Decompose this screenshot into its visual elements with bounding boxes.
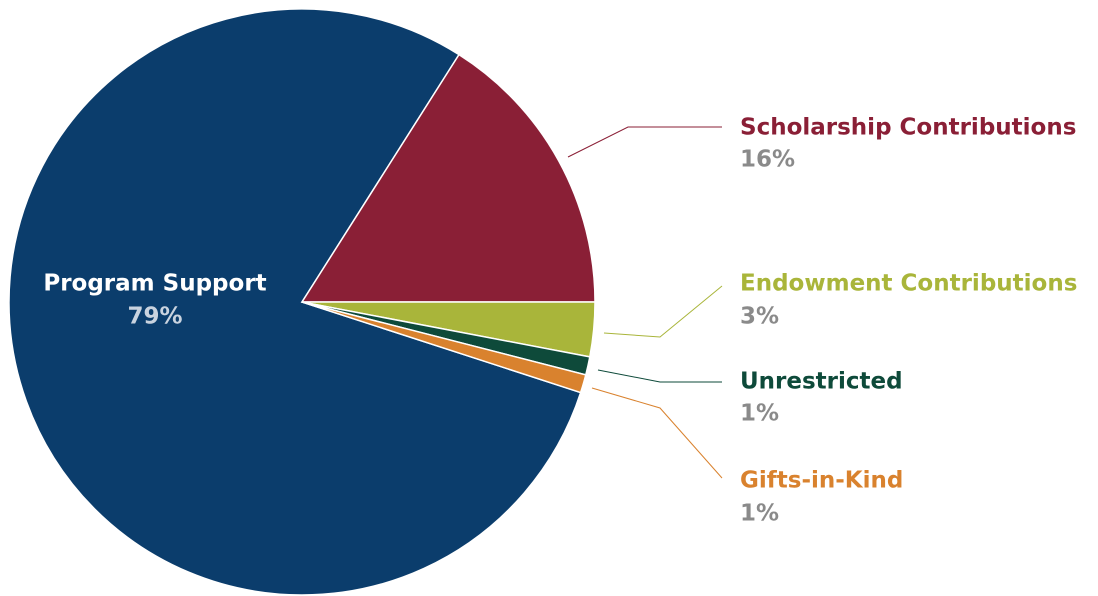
leader-line — [567, 126, 722, 158]
slice-value-label: 16% — [740, 147, 795, 173]
pie-slice — [301, 301, 587, 394]
pie-slice — [300, 53, 596, 303]
leader-line — [603, 285, 723, 338]
pie-slice — [8, 8, 582, 596]
slice-label: Program Support — [43, 271, 266, 297]
pie — [8, 8, 596, 596]
slice-label: Scholarship Contributions — [740, 115, 1076, 141]
slice-label: Gifts-in-Kind — [740, 468, 903, 494]
slice-label: Unrestricted — [740, 369, 903, 395]
slice-label: Endowment Contributions — [740, 271, 1077, 297]
slice-value-label: 1% — [740, 401, 779, 427]
slice-value-label: 79% — [127, 304, 182, 330]
leader-line — [597, 369, 722, 383]
slice-value-label: 3% — [740, 304, 779, 330]
slice-value-label: 1% — [740, 501, 779, 527]
leader-line — [591, 387, 723, 479]
